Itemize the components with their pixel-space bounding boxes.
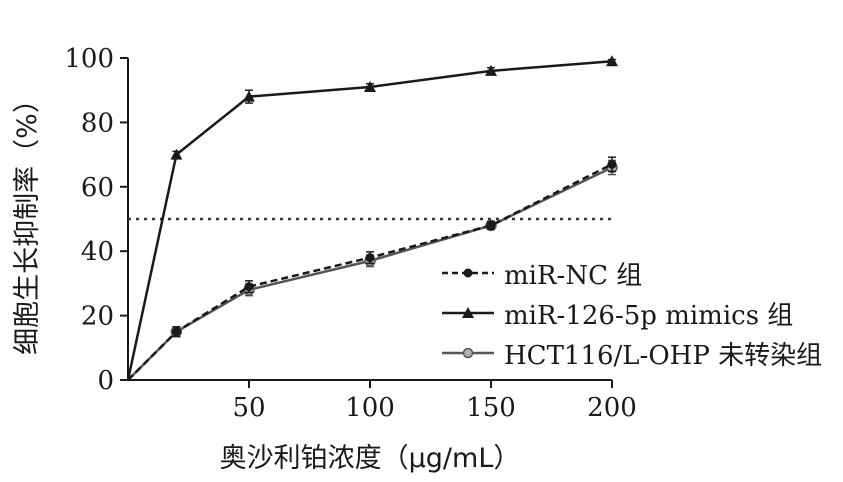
series-point-1 [243,90,255,102]
y-tick-label: 40 [81,237,114,267]
legend-label-mir-nc: miR-NC 组 [504,260,643,291]
series-point-0 [607,159,617,169]
legend-item-mimics: miR-126-5p mimics 组 [440,293,822,333]
series-point-0 [486,220,496,230]
y-tick-label: 60 [81,173,114,203]
legend-item-untransfected: HCT116/L-OHP 未转染组 [440,333,822,373]
x-tick-label: 200 [587,393,637,423]
y-tick-label: 100 [64,44,114,74]
series-point-1 [364,80,376,92]
y-axis-label-wrap: 细胞生长抑制率（%） [4,60,44,380]
series-point-0 [244,282,254,292]
legend-label-untransfected: HCT116/L-OHP 未转染组 [504,340,823,371]
y-tick-label: 0 [97,366,114,396]
y-tick-label: 80 [81,108,114,138]
legend-label-mimics: miR-126-5p mimics 组 [504,300,794,331]
x-tick-label: 50 [232,393,265,423]
legend-swatch-mimics [442,307,494,318]
legend-swatch-untransfected [442,347,494,359]
series-point-1 [485,64,497,76]
series-point-0 [365,253,375,263]
x-axis-label: 奥沙利铂浓度（μg/mL） [219,443,521,474]
x-tick-label: 100 [345,393,395,423]
series-point-1 [170,148,183,160]
series-line-0 [127,163,613,381]
y-axis-label: 细胞生长抑制率（%） [11,85,43,355]
series-point-0 [171,327,181,337]
series-point-1 [606,55,618,67]
series-line-1 [126,59,613,381]
x-tick-label: 150 [466,393,516,423]
legend-item-mir-nc: miR-NC 组 [440,253,822,293]
legend-swatch-mir-nc [442,268,494,278]
legend: miR-NC 组 miR-126-5p mimics 组 HCT116/L-OH… [440,253,822,373]
y-tick-label: 20 [81,302,114,332]
